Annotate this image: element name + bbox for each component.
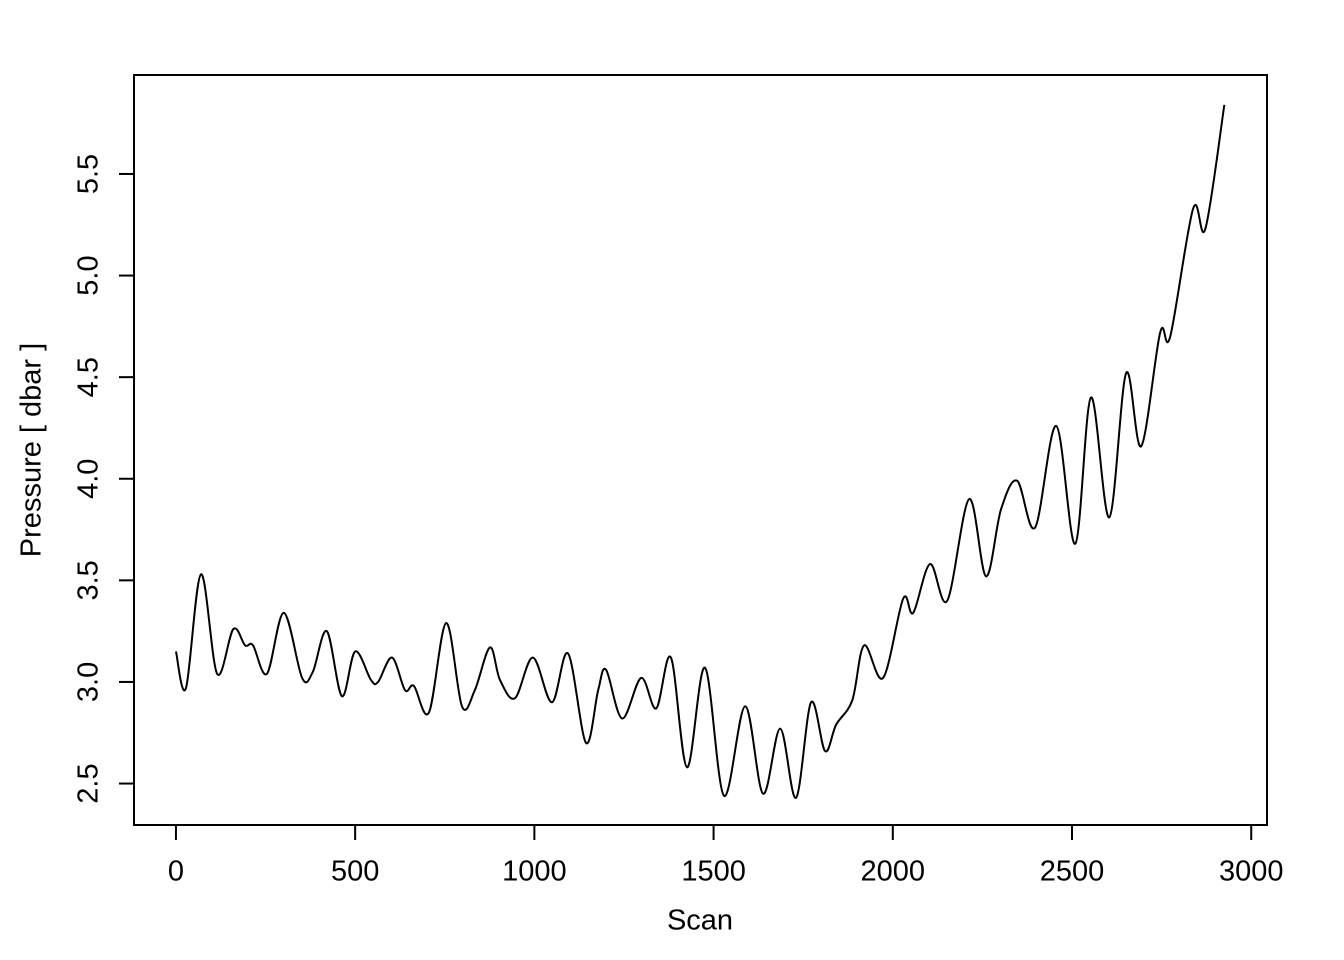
x-axis-label: Scan [667, 905, 733, 937]
y-tick-label: 3.0 [73, 662, 105, 702]
x-tick-label: 1000 [502, 856, 567, 888]
x-tick-label: 0 [168, 856, 184, 888]
y-tick-label: 5.0 [73, 255, 105, 295]
y-tick-label: 3.5 [73, 560, 105, 600]
y-tick-label: 2.5 [73, 763, 105, 803]
x-tick-label: 2000 [861, 856, 926, 888]
x-tick-label: 2500 [1040, 856, 1105, 888]
x-tick-label: 1500 [681, 856, 746, 888]
data-line [174, 104, 1226, 799]
plot-box [133, 74, 1268, 826]
x-tick-label: 3000 [1219, 856, 1284, 888]
y-tick-label: 4.0 [73, 459, 105, 499]
y-tick-label: 4.5 [73, 357, 105, 397]
y-tick-label: 5.5 [73, 154, 105, 194]
y-axis-label: Pressure [ dbar ] [16, 343, 48, 557]
x-tick-label: 500 [331, 856, 379, 888]
